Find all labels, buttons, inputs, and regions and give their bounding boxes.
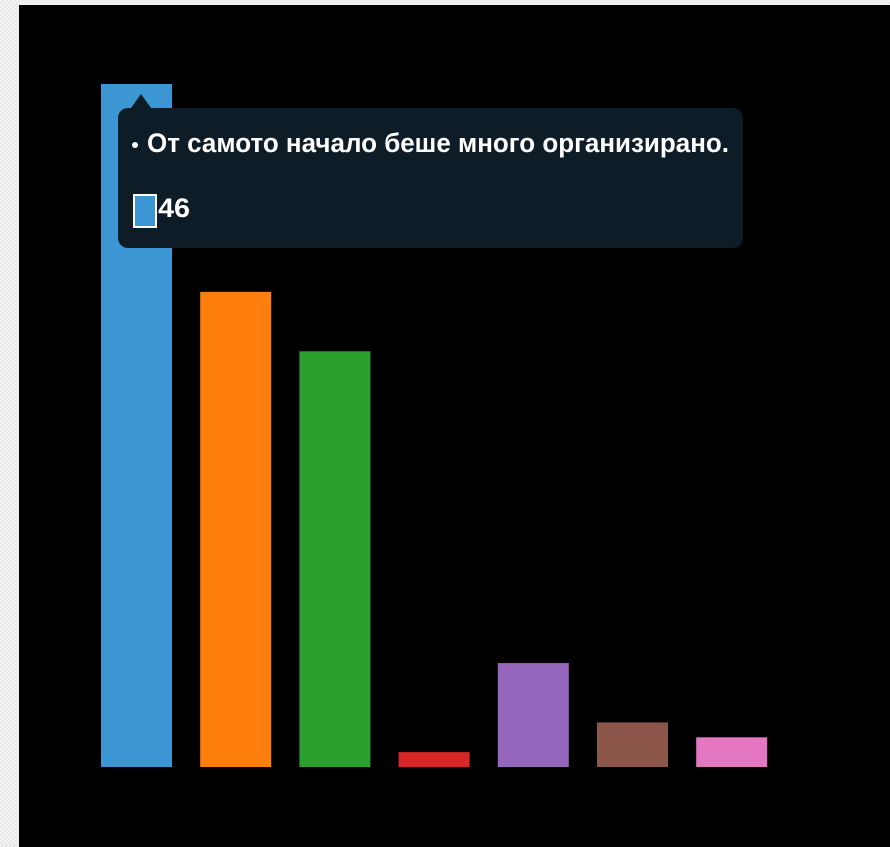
tooltip-arrow: [131, 94, 151, 108]
tooltip: От самото начало беше много организирано…: [118, 94, 743, 248]
bar: [398, 752, 470, 767]
bar: [299, 351, 371, 767]
tooltip-bullet: [132, 142, 138, 148]
tooltip-swatch: [133, 194, 157, 228]
tooltip-category: От самото начало беше много организирано…: [147, 128, 729, 158]
bars: [101, 84, 768, 767]
tooltip-box: [118, 108, 743, 248]
tooltip-value: 46: [158, 193, 190, 223]
bar: [497, 663, 569, 767]
bar: [200, 291, 272, 767]
bar: [696, 737, 768, 767]
bar: [597, 722, 668, 767]
